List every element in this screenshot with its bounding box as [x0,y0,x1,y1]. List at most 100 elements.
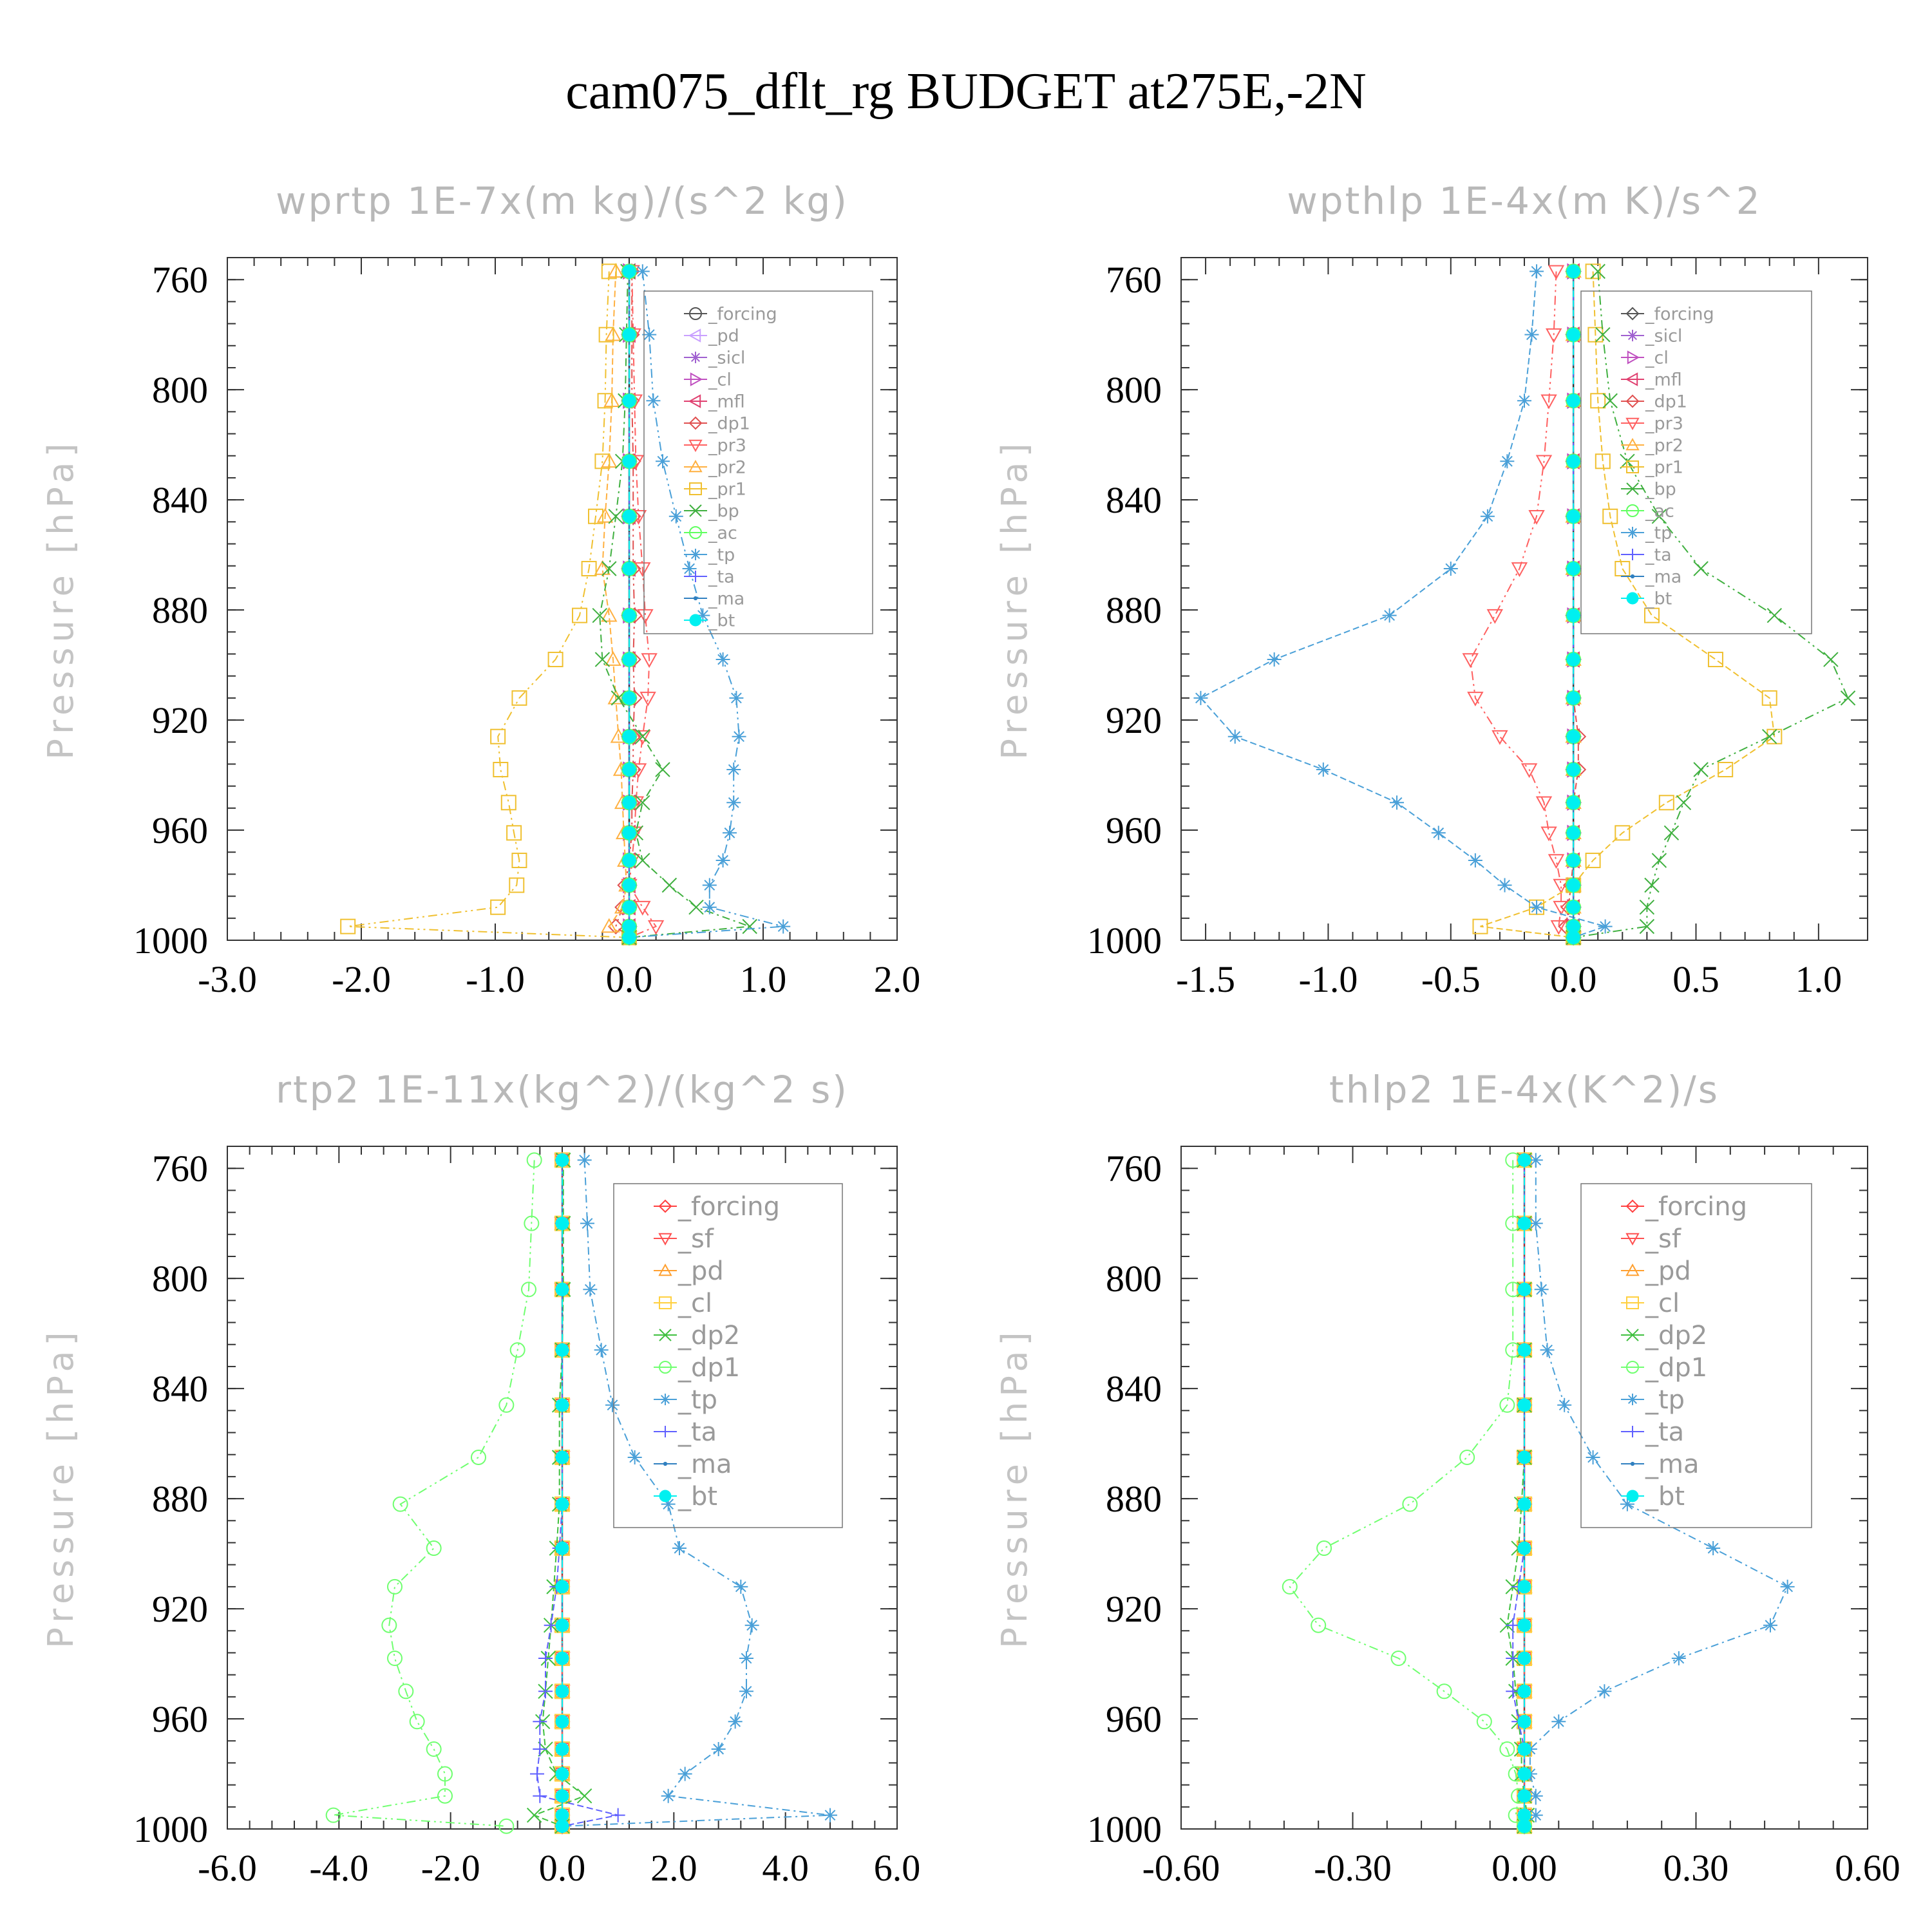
data-point [1566,931,1580,945]
data-point [627,1450,642,1464]
data-point [1780,1579,1795,1594]
y-tick-label: 760 [1106,1148,1162,1189]
series-line [1470,271,1574,938]
x-tick-label: 1.0 [1795,958,1842,1000]
legend-marker [659,1361,672,1374]
data-point [1540,394,1557,410]
data-point [1500,454,1515,469]
legend: _forcing_pd_sicl_cl_mfl_dp1_pr3_pr2_pr1_… [643,290,873,634]
x-tick-label: -2.0 [332,958,391,1000]
x-tick-label: -0.60 [1142,1847,1220,1889]
x-tick-label: 0.30 [1663,1847,1729,1889]
y-axis-label: Pressure [hPa] [41,438,81,759]
plot-frame [227,257,898,941]
series-line [1199,271,1607,938]
legend-label: _cl [708,370,732,390]
data-point [642,327,657,342]
data-point [1706,1541,1721,1556]
data-point [634,562,651,578]
data-point [1566,509,1580,524]
data-point [1193,690,1208,705]
data-point [555,1742,569,1756]
data-point [598,327,614,343]
data-point [1602,393,1618,408]
data-point [1658,795,1674,811]
y-tick-label: 760 [152,259,208,301]
legend-marker [1626,482,1639,495]
data-point [1550,920,1567,935]
data-point [594,453,611,469]
data-point [1517,1651,1531,1665]
legend-label: _ma [708,589,744,609]
data-point [594,652,611,667]
data-point [381,1617,397,1633]
data-point [577,1153,592,1168]
data-point [1707,652,1723,668]
y-tick-label: 840 [152,479,208,521]
data-point [1766,607,1783,623]
data-point [1443,561,1458,576]
data-point [555,1618,569,1633]
data-point [526,1807,542,1823]
data-point [635,729,650,744]
legend-marker [1625,1199,1640,1213]
data-point [1282,1578,1298,1595]
series-dp1_b [325,1152,542,1834]
data-point [325,1807,341,1823]
data-point [1643,607,1660,623]
data-point [823,1808,837,1823]
y-tick-label: 840 [152,1368,208,1410]
data-point [1602,508,1618,524]
data-point [1693,561,1709,576]
data-point [702,878,717,893]
data-point [1524,327,1539,342]
y-tick-label: 960 [152,1698,208,1740]
legend-label: _bp [1645,479,1676,499]
data-point [622,920,636,934]
legend-marker [690,549,701,560]
data-point [1316,762,1331,777]
data-point [1316,1540,1332,1557]
legend-marker [658,1263,672,1276]
data-point [387,1578,402,1595]
data-point [744,1618,759,1633]
data-point [493,762,509,777]
panel-title: wpthlp 1E-4x(m K)/s^2 [1287,179,1761,223]
data-point [1763,1618,1777,1633]
data-point [596,507,614,523]
data-point [533,1788,547,1803]
legend-box [1580,1183,1812,1528]
legend-label: _dp2 [677,1321,740,1350]
x-tick-label: 0.5 [1672,958,1719,1000]
y-tick-label: 760 [152,1148,208,1189]
data-point [702,900,717,914]
data-point [608,509,623,524]
data-point [1311,1617,1327,1633]
data-point [601,607,618,622]
legend-marker [1625,307,1640,321]
legend-marker [659,1426,671,1437]
data-point [641,653,658,668]
data-point [524,1215,540,1231]
data-point [1511,562,1528,578]
legend-label: _forcing [677,1192,780,1222]
data-point [1530,264,1544,279]
data-point [1499,1397,1515,1413]
legend-label: _pr3 [1645,413,1683,433]
panel-title: rtp2 1E-11x(kg^2)/(kg^2 s) [276,1068,849,1112]
y-tick-label: 1000 [1087,1808,1162,1850]
data-point [509,1342,526,1358]
x-tick-label: 0.0 [1550,958,1597,1000]
data-point [1590,393,1606,409]
legend-label: _bt [677,1482,717,1511]
series-line [348,271,630,938]
data-point [622,931,636,945]
legend-marker [658,1233,672,1246]
data-point [1595,453,1611,469]
data-point [437,1788,453,1804]
data-point [555,1541,569,1555]
data-point [1534,1282,1549,1297]
data-point [1766,728,1783,744]
series-line [1289,1160,1525,1827]
data-point [1517,1217,1531,1231]
